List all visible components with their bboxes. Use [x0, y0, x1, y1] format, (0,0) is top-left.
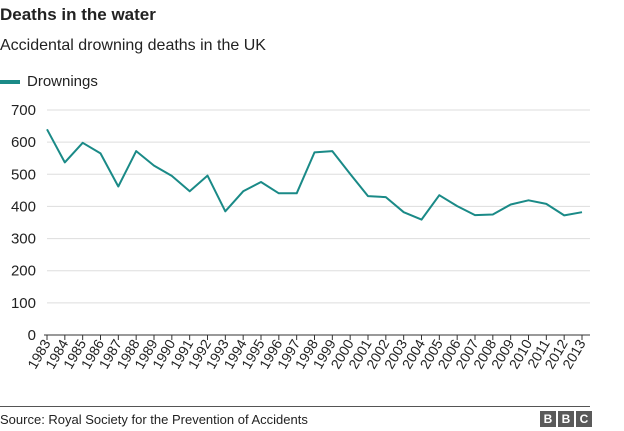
bbc-logo: B B C	[540, 411, 592, 427]
line-chart: 0100200300400500600700198319841985198619…	[11, 102, 590, 371]
y-tick-label: 700	[11, 102, 36, 119]
y-tick-label: 300	[11, 231, 36, 248]
y-tick-label: 100	[11, 295, 36, 312]
y-tick-label: 200	[11, 263, 36, 280]
footer-divider	[0, 406, 590, 407]
legend: Drownings	[0, 73, 98, 90]
bbc-logo-letter-1: B	[540, 411, 556, 427]
bbc-logo-letter-3: C	[576, 411, 592, 427]
bbc-logo-letter-2: B	[558, 411, 574, 427]
legend-label: Drownings	[27, 73, 98, 90]
y-tick-label: 0	[28, 327, 36, 344]
source-note: Source: Royal Society for the Prevention…	[0, 412, 308, 427]
chart-subtitle: Accidental drowning deaths in the UK	[0, 37, 266, 54]
y-tick-label: 500	[11, 166, 36, 183]
chart-title: Deaths in the water	[0, 5, 156, 24]
legend-swatch	[0, 79, 20, 84]
y-tick-label: 600	[11, 134, 36, 151]
y-tick-label: 400	[11, 198, 36, 215]
series-line	[46, 128, 583, 221]
